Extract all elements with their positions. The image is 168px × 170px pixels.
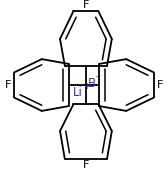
Text: F: F <box>5 80 11 90</box>
Text: F: F <box>83 0 89 10</box>
Text: B: B <box>88 76 96 90</box>
Text: -: - <box>96 72 98 81</box>
Text: +: + <box>83 82 89 91</box>
Text: F: F <box>83 160 89 170</box>
Text: F: F <box>157 80 163 90</box>
Text: Li: Li <box>72 86 82 99</box>
